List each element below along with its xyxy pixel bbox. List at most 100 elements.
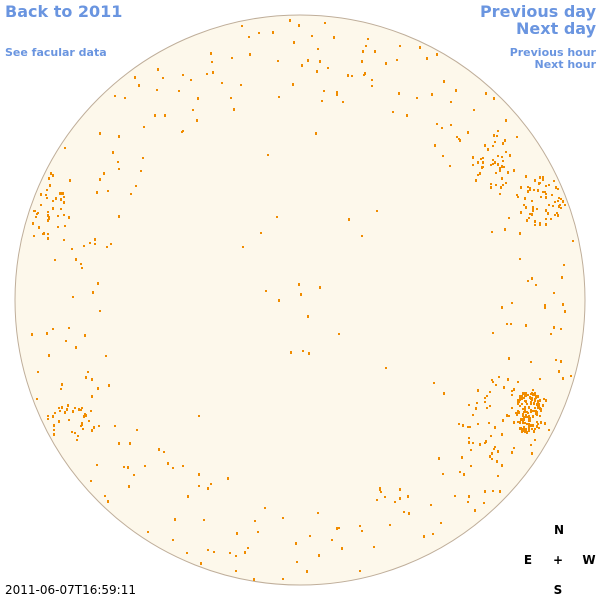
back-link[interactable]: Back to 2011 (5, 2, 122, 21)
facula (540, 408, 542, 410)
facula (562, 303, 564, 306)
facula (508, 357, 510, 360)
facula (82, 428, 84, 430)
facula (560, 207, 562, 209)
facula (530, 409, 532, 411)
facula (276, 216, 278, 218)
facula (118, 442, 120, 445)
facula (114, 95, 116, 97)
facula (517, 381, 519, 383)
facula (554, 201, 556, 203)
facula (516, 136, 518, 138)
facula (60, 198, 62, 201)
facula (477, 423, 479, 425)
facula (513, 388, 515, 391)
facula (147, 531, 149, 533)
previous-hour-link[interactable]: Previous hour (510, 46, 597, 59)
facula (522, 428, 524, 430)
facula (532, 416, 534, 418)
facula (534, 392, 536, 394)
facula (501, 433, 503, 436)
facula (523, 429, 525, 432)
facula (81, 407, 83, 409)
facula (198, 485, 200, 487)
facula (544, 422, 546, 425)
facula (380, 491, 382, 493)
facula (244, 551, 246, 554)
facula (203, 519, 205, 521)
facula (547, 212, 549, 215)
previous-day-link[interactable]: Previous day (480, 2, 597, 21)
facula (526, 411, 528, 413)
facula (511, 407, 513, 409)
facula (530, 402, 532, 405)
facula (162, 77, 164, 79)
facula (157, 68, 159, 71)
facula (517, 410, 519, 412)
facula (564, 310, 566, 313)
facula (105, 355, 107, 357)
facula (68, 216, 70, 219)
compass-north: N (554, 523, 564, 537)
facula (521, 395, 523, 397)
facula (557, 200, 559, 202)
facula (63, 239, 65, 241)
facula (515, 412, 517, 414)
next-hour-link[interactable]: Next hour (535, 58, 597, 71)
facula (503, 166, 505, 168)
facula (528, 427, 530, 429)
facula (58, 420, 60, 423)
facula (533, 402, 535, 405)
facula (531, 452, 533, 455)
facula (43, 232, 45, 235)
facula (499, 193, 501, 195)
facula (441, 127, 443, 129)
facula (47, 211, 49, 213)
facula (533, 410, 535, 412)
facula (338, 333, 340, 335)
facula (247, 547, 249, 549)
facular-link[interactable]: See facular data (5, 46, 107, 59)
facula (52, 174, 54, 177)
facula (531, 200, 533, 202)
facula (47, 214, 49, 217)
facula (50, 172, 52, 175)
facula (558, 205, 560, 208)
facula (62, 192, 64, 195)
facula (96, 464, 98, 466)
next-day-link[interactable]: Next day (516, 19, 597, 38)
facula (138, 84, 140, 87)
facula (521, 397, 523, 400)
facula (47, 418, 49, 420)
facula (544, 306, 546, 309)
facula (277, 60, 279, 62)
facula (85, 376, 87, 379)
facula (524, 197, 526, 200)
facula (114, 425, 116, 427)
facula (374, 50, 376, 53)
facula (46, 332, 48, 335)
facula (210, 483, 212, 485)
facula (534, 407, 536, 409)
facula (492, 490, 494, 492)
facula (552, 205, 554, 207)
facula (528, 415, 530, 418)
facula (492, 381, 494, 383)
facula (528, 217, 530, 219)
facula (469, 426, 471, 428)
facula (497, 163, 499, 166)
facula (525, 324, 527, 327)
facula (526, 403, 528, 405)
facula (289, 19, 291, 22)
facula (553, 180, 555, 182)
facula (327, 67, 329, 69)
facula (494, 426, 496, 429)
facula (524, 408, 526, 410)
facula (493, 134, 495, 137)
facula (78, 408, 80, 411)
facula (540, 196, 542, 198)
facula (336, 91, 338, 94)
facula (545, 196, 547, 199)
facula (489, 391, 491, 393)
